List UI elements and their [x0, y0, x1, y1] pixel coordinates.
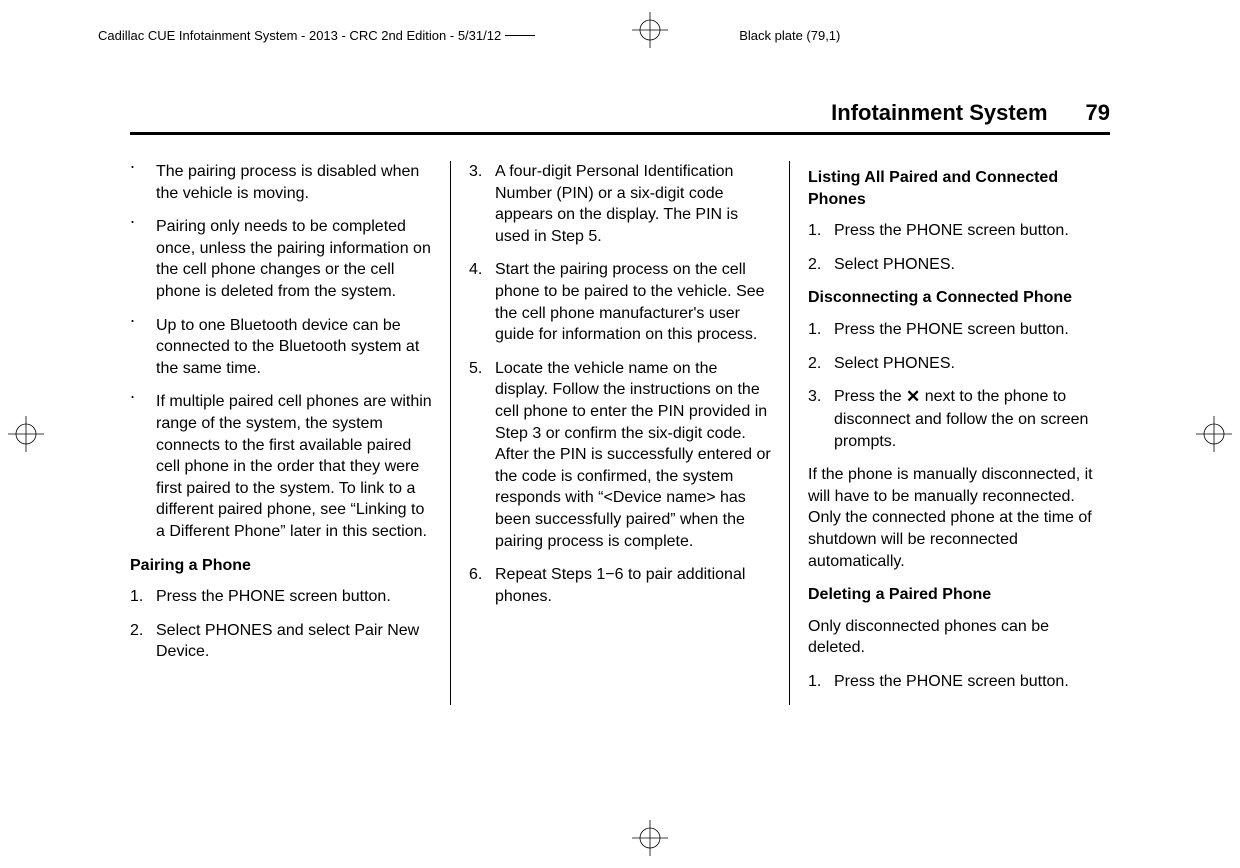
step-number: 1.	[130, 586, 143, 608]
x-icon: ✕	[906, 386, 920, 409]
step-text: Select PHONES.	[834, 256, 955, 273]
step-text: Press the PHONE screen button.	[834, 673, 1069, 690]
step-number: 2.	[130, 620, 143, 642]
list-item: 1. Press the PHONE screen button.	[808, 671, 1110, 693]
step-text: Press the PHONE screen button.	[156, 588, 391, 605]
header-rule	[505, 35, 535, 36]
step-text: Select PHONES and select Pair New Device…	[156, 622, 419, 661]
step-number: 4.	[469, 259, 482, 281]
subheading: Listing All Paired and Connected Phones	[808, 167, 1110, 210]
step-number: 1.	[808, 671, 821, 693]
step-number: 3.	[469, 161, 482, 183]
crop-mark-left-icon	[8, 416, 44, 452]
step-text: Locate the vehicle name on the display. …	[495, 360, 771, 550]
step-text: Select PHONES.	[834, 355, 955, 372]
numbered-list: 3. A four-digit Personal Identification N…	[469, 161, 771, 607]
list-item: 6. Repeat Steps 1−6 to pair additional ph…	[469, 564, 771, 607]
list-item: 4. Start the pairing process on the cell …	[469, 259, 771, 345]
list-item: 3. Press the ✕ next to the phone to disco…	[808, 386, 1110, 452]
step-number: 3.	[808, 386, 821, 408]
crop-mark-right-icon	[1196, 416, 1232, 452]
list-item: 2. Select PHONES.	[808, 353, 1110, 375]
step-number: 1.	[808, 319, 821, 341]
page-header: Infotainment System 79	[130, 100, 1110, 135]
list-item: 1. Press the PHONE screen button.	[808, 220, 1110, 242]
print-header: Cadillac CUE Infotainment System - 2013 …	[98, 28, 1142, 43]
step-number: 2.	[808, 254, 821, 276]
bullet-list: The pairing process is disabled when the…	[130, 161, 432, 543]
crop-mark-bottom-icon	[632, 820, 668, 856]
column-1: The pairing process is disabled when the…	[130, 161, 450, 705]
page-number: 79	[1086, 100, 1110, 126]
list-item: 1. Press the PHONE screen button.	[130, 586, 432, 608]
list-item: 5. Locate the vehicle name on the display…	[469, 358, 771, 552]
bullet-item: Pairing only needs to be completed once,…	[130, 216, 432, 302]
column-3: Listing All Paired and Connected Phones …	[789, 161, 1110, 705]
step-text: Press the PHONE screen button.	[834, 321, 1069, 338]
doc-info: Cadillac CUE Infotainment System - 2013 …	[98, 28, 501, 43]
subheading: Deleting a Paired Phone	[808, 584, 1110, 606]
step-number: 1.	[808, 220, 821, 242]
plate-info: Black plate (79,1)	[739, 28, 840, 43]
step-number: 5.	[469, 358, 482, 380]
bullet-item: The pairing process is disabled when the…	[130, 161, 432, 204]
step-number: 6.	[469, 564, 482, 586]
numbered-list: 1. Press the PHONE screen button. 2. Selec…	[130, 586, 432, 663]
numbered-list: 1. Press the PHONE screen button. 2. Selec…	[808, 220, 1110, 275]
step-text: Start the pairing process on the cell ph…	[495, 261, 765, 343]
step-text: Press the PHONE screen button.	[834, 222, 1069, 239]
crop-mark-top-icon	[632, 12, 668, 48]
paragraph: If the phone is manually disconnected, i…	[808, 464, 1110, 572]
numbered-list: 1. Press the PHONE screen button. 2. Selec…	[808, 319, 1110, 452]
bullet-item: If multiple paired cell phones are withi…	[130, 391, 432, 542]
numbered-list: 1. Press the PHONE screen button.	[808, 671, 1110, 693]
page-content: Infotainment System 79 The pairing proce…	[130, 100, 1110, 705]
list-item: 2. Select PHONES.	[808, 254, 1110, 276]
subheading: Disconnecting a Connected Phone	[808, 287, 1110, 309]
step-number: 2.	[808, 353, 821, 375]
content-columns: The pairing process is disabled when the…	[130, 161, 1110, 705]
list-item: 3. A four-digit Personal Identification N…	[469, 161, 771, 247]
step-text: Repeat Steps 1−6 to pair additional phon…	[495, 566, 745, 605]
bullet-item: Up to one Bluetooth device can be connec…	[130, 315, 432, 380]
column-2: 3. A four-digit Personal Identification N…	[450, 161, 789, 705]
step-text: Press the ✕ next to the phone to disconn…	[834, 388, 1088, 450]
step-text: A four-digit Personal Identification Num…	[495, 163, 738, 245]
subheading: Pairing a Phone	[130, 555, 432, 577]
section-title: Infotainment System	[831, 100, 1047, 126]
paragraph: Only disconnected phones can be deleted.	[808, 616, 1110, 659]
list-item: 2. Select PHONES and select Pair New Devi…	[130, 620, 432, 663]
list-item: 1. Press the PHONE screen button.	[808, 319, 1110, 341]
